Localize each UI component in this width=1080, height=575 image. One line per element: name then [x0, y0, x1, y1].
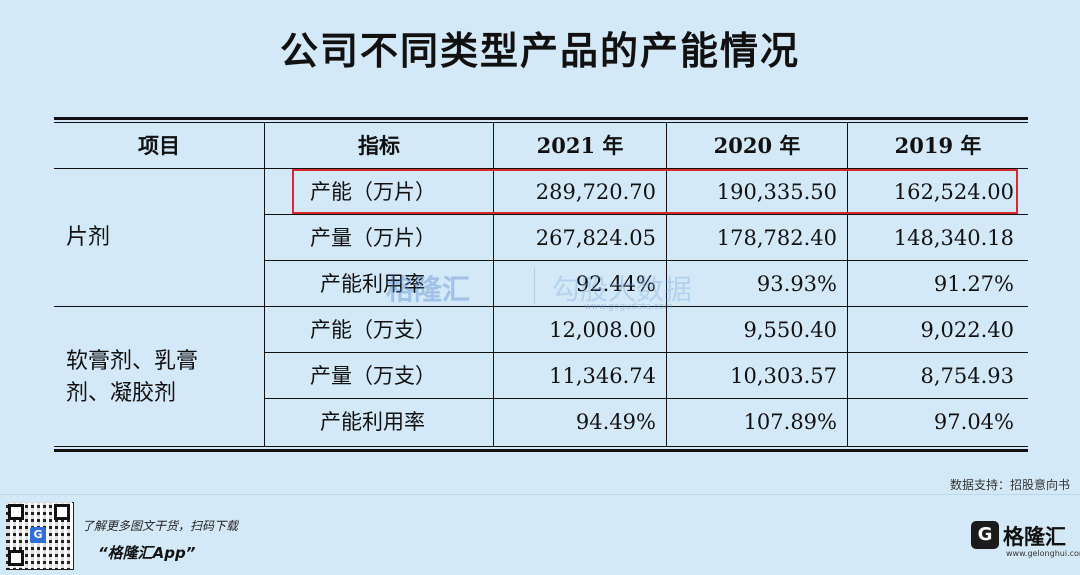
- value-cell: 162,524.00: [893, 180, 1014, 204]
- value-cell: 107.89%: [743, 410, 837, 434]
- header-2019: 2019 年: [894, 133, 982, 158]
- row-divider: [265, 260, 1028, 261]
- row-divider: [265, 214, 1028, 215]
- value-cell: 267,824.05: [535, 226, 656, 250]
- metric-cell: 产量（万片）: [310, 226, 436, 250]
- watermark-url: www.gogudata.com: [584, 302, 674, 312]
- value-cell: 91.27%: [933, 272, 1014, 296]
- value-cell: 94.49%: [575, 410, 656, 434]
- metric-cell: 产能利用率: [320, 272, 425, 296]
- table-bottom-rule: [54, 449, 1028, 452]
- brand-logo-url: www.gelonghui.com: [1006, 549, 1080, 558]
- highlight-box: [292, 169, 1018, 214]
- qr-finder-icon: [8, 504, 24, 520]
- group-label-ointments-line1: 软膏剂、乳膏: [66, 349, 199, 374]
- brand-logo-text: 格隆汇: [1003, 525, 1066, 549]
- column-divider: [847, 123, 848, 446]
- metric-cell: 产能（万片）: [310, 180, 436, 204]
- value-cell: 97.04%: [933, 410, 1014, 434]
- value-cell: 148,340.18: [893, 226, 1014, 250]
- column-divider: [264, 123, 265, 446]
- row-divider: [265, 352, 1028, 353]
- watermark-brand: 格隆汇: [386, 273, 471, 306]
- column-divider: [493, 123, 494, 446]
- page-title: 公司不同类型产品的产能情况: [279, 29, 800, 73]
- footer-divider: [0, 494, 1080, 495]
- promo-text: 了解更多图文干货，扫码下载: [82, 519, 239, 533]
- column-divider: [666, 123, 667, 446]
- qr-finder-icon: [8, 550, 24, 566]
- brand-logo-icon: G: [971, 521, 999, 549]
- value-cell: 190,335.50: [716, 180, 837, 204]
- value-cell: 289,720.70: [535, 180, 656, 204]
- watermark-sub: 勾股大数据: [552, 273, 693, 306]
- value-cell: 92.44%: [575, 272, 656, 296]
- header-divider: [54, 168, 1028, 169]
- group-label-tablets: 片剂: [66, 225, 111, 250]
- row-divider: [265, 398, 1028, 399]
- header-item: 项目: [138, 133, 180, 158]
- metric-cell: 产量（万支）: [310, 364, 436, 388]
- watermark-divider: [534, 268, 535, 304]
- value-cell: 9,550.40: [743, 318, 837, 342]
- value-cell: 11,346.74: [549, 364, 656, 388]
- group-divider: [54, 306, 1028, 307]
- metric-cell: 产能（万支）: [310, 318, 436, 342]
- qr-logo-icon: G: [30, 527, 46, 543]
- metric-cell: 产能利用率: [320, 410, 425, 434]
- value-cell: 93.93%: [756, 272, 837, 296]
- promo-app-name: “格隆汇App”: [98, 544, 196, 562]
- group-label-ointments-line2: 剂、凝胶剂: [66, 381, 177, 406]
- value-cell: 178,782.40: [716, 226, 837, 250]
- value-cell: 8,754.93: [920, 364, 1014, 388]
- source-note: 数据支持：招股意向书: [949, 478, 1070, 492]
- table-top-rule-thin: [54, 122, 1028, 123]
- table-top-rule: [54, 117, 1028, 120]
- value-cell: 10,303.57: [730, 364, 837, 388]
- value-cell: 9,022.40: [920, 318, 1014, 342]
- header-2020: 2020 年: [713, 133, 801, 158]
- header-metric: 指标: [358, 133, 400, 158]
- table-bottom-rule-thin: [54, 446, 1028, 447]
- qr-finder-icon: [54, 504, 70, 520]
- header-2021: 2021 年: [536, 133, 624, 158]
- value-cell: 12,008.00: [549, 318, 656, 342]
